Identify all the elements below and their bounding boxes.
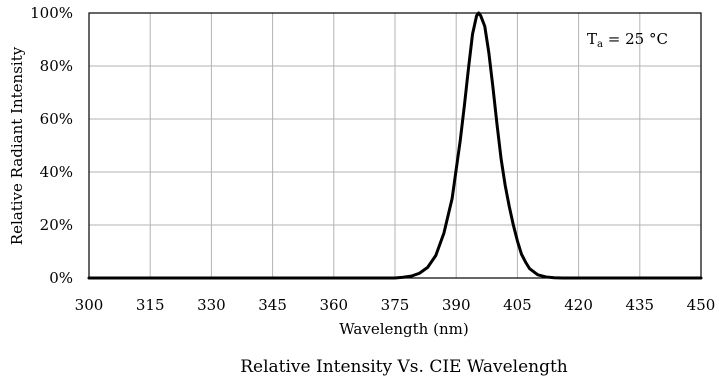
x-tick-label-7: 405 xyxy=(503,296,532,314)
x-tick-label-2: 330 xyxy=(197,296,226,314)
plot-frame xyxy=(88,12,702,279)
x-tick-label-8: 420 xyxy=(564,296,593,314)
x-axis-title: Wavelength (nm) xyxy=(339,320,468,338)
annotation-subscript: a xyxy=(597,39,603,50)
y-tick-label-2: 40% xyxy=(40,163,73,181)
x-tick-label-0: 300 xyxy=(75,296,104,314)
y-tick-label-5: 100% xyxy=(30,4,73,22)
y-tick-label-0: 0% xyxy=(49,269,73,287)
x-tick-label-9: 435 xyxy=(625,296,654,314)
x-tick-label-3: 345 xyxy=(258,296,287,314)
y-tick-labels: 0% 20% 40% 60% 80% 100% xyxy=(30,4,73,287)
y-tick-label-3: 60% xyxy=(40,110,73,128)
x-tick-label-10: 450 xyxy=(687,296,716,314)
y-axis-title: Relative Radiant Intensity xyxy=(8,46,26,245)
annotation-main: T xyxy=(587,30,597,48)
y-tick-label-4: 80% xyxy=(40,57,73,75)
series-line-0 xyxy=(87,11,703,280)
grid-lines xyxy=(88,12,702,279)
annotation-rest: = 25 °C xyxy=(603,30,668,48)
x-tick-label-5: 375 xyxy=(381,296,410,314)
plot-series xyxy=(87,11,703,280)
x-tick-label-1: 315 xyxy=(136,296,165,314)
x-tick-label-6: 390 xyxy=(442,296,471,314)
temperature-annotation: Ta = 25 °C xyxy=(587,30,668,50)
y-tick-label-1: 20% xyxy=(40,216,73,234)
x-tick-label-4: 360 xyxy=(319,296,348,314)
chart-title: Relative Intensity Vs. CIE Wavelength xyxy=(240,357,568,377)
x-tick-labels: 300 315 330 345 360 375 390 405 420 435 450 xyxy=(75,296,716,314)
